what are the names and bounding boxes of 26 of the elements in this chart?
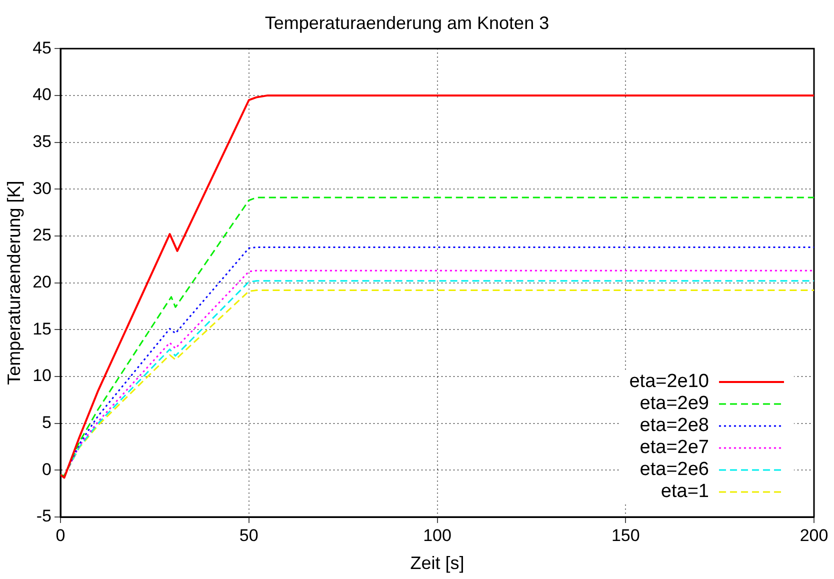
y-tick-label: 30 [32, 178, 52, 198]
legend-label: eta=2e8 [640, 415, 709, 436]
line-series [60, 196, 814, 477]
legend-label: eta=1 [660, 481, 709, 502]
x-tick-label: 0 [56, 526, 66, 545]
y-tick-label: 45 [32, 38, 52, 58]
legend-label: eta=2e7 [640, 437, 709, 458]
x-axis-title: Zeit [s] [410, 553, 464, 574]
y-tick-label: 20 [32, 272, 52, 292]
legend-label: eta=2e6 [640, 459, 709, 480]
y-axis-title: Temperaturaenderung [K] [4, 180, 24, 385]
x-tick-label: 150 [611, 526, 640, 545]
x-tick-label: 200 [800, 526, 828, 545]
chart-title: Temperaturaenderung am Knoten 3 [264, 12, 550, 33]
y-tick-label: 10 [32, 366, 52, 386]
legend-label: eta=2e10 [629, 371, 709, 392]
y-tick-label: 35 [32, 132, 52, 151]
x-tick-label: 100 [423, 526, 452, 545]
y-tick-label: 25 [32, 226, 52, 245]
y-tick-label: 5 [42, 413, 52, 432]
y-tick-label: 40 [32, 85, 52, 104]
x-tick-label: 50 [239, 526, 258, 545]
y-tick-label: 15 [32, 319, 52, 338]
legend-label: eta=2e9 [640, 393, 709, 414]
y-tick-label: 0 [42, 460, 52, 479]
y-tick-label: -5 [36, 506, 52, 526]
